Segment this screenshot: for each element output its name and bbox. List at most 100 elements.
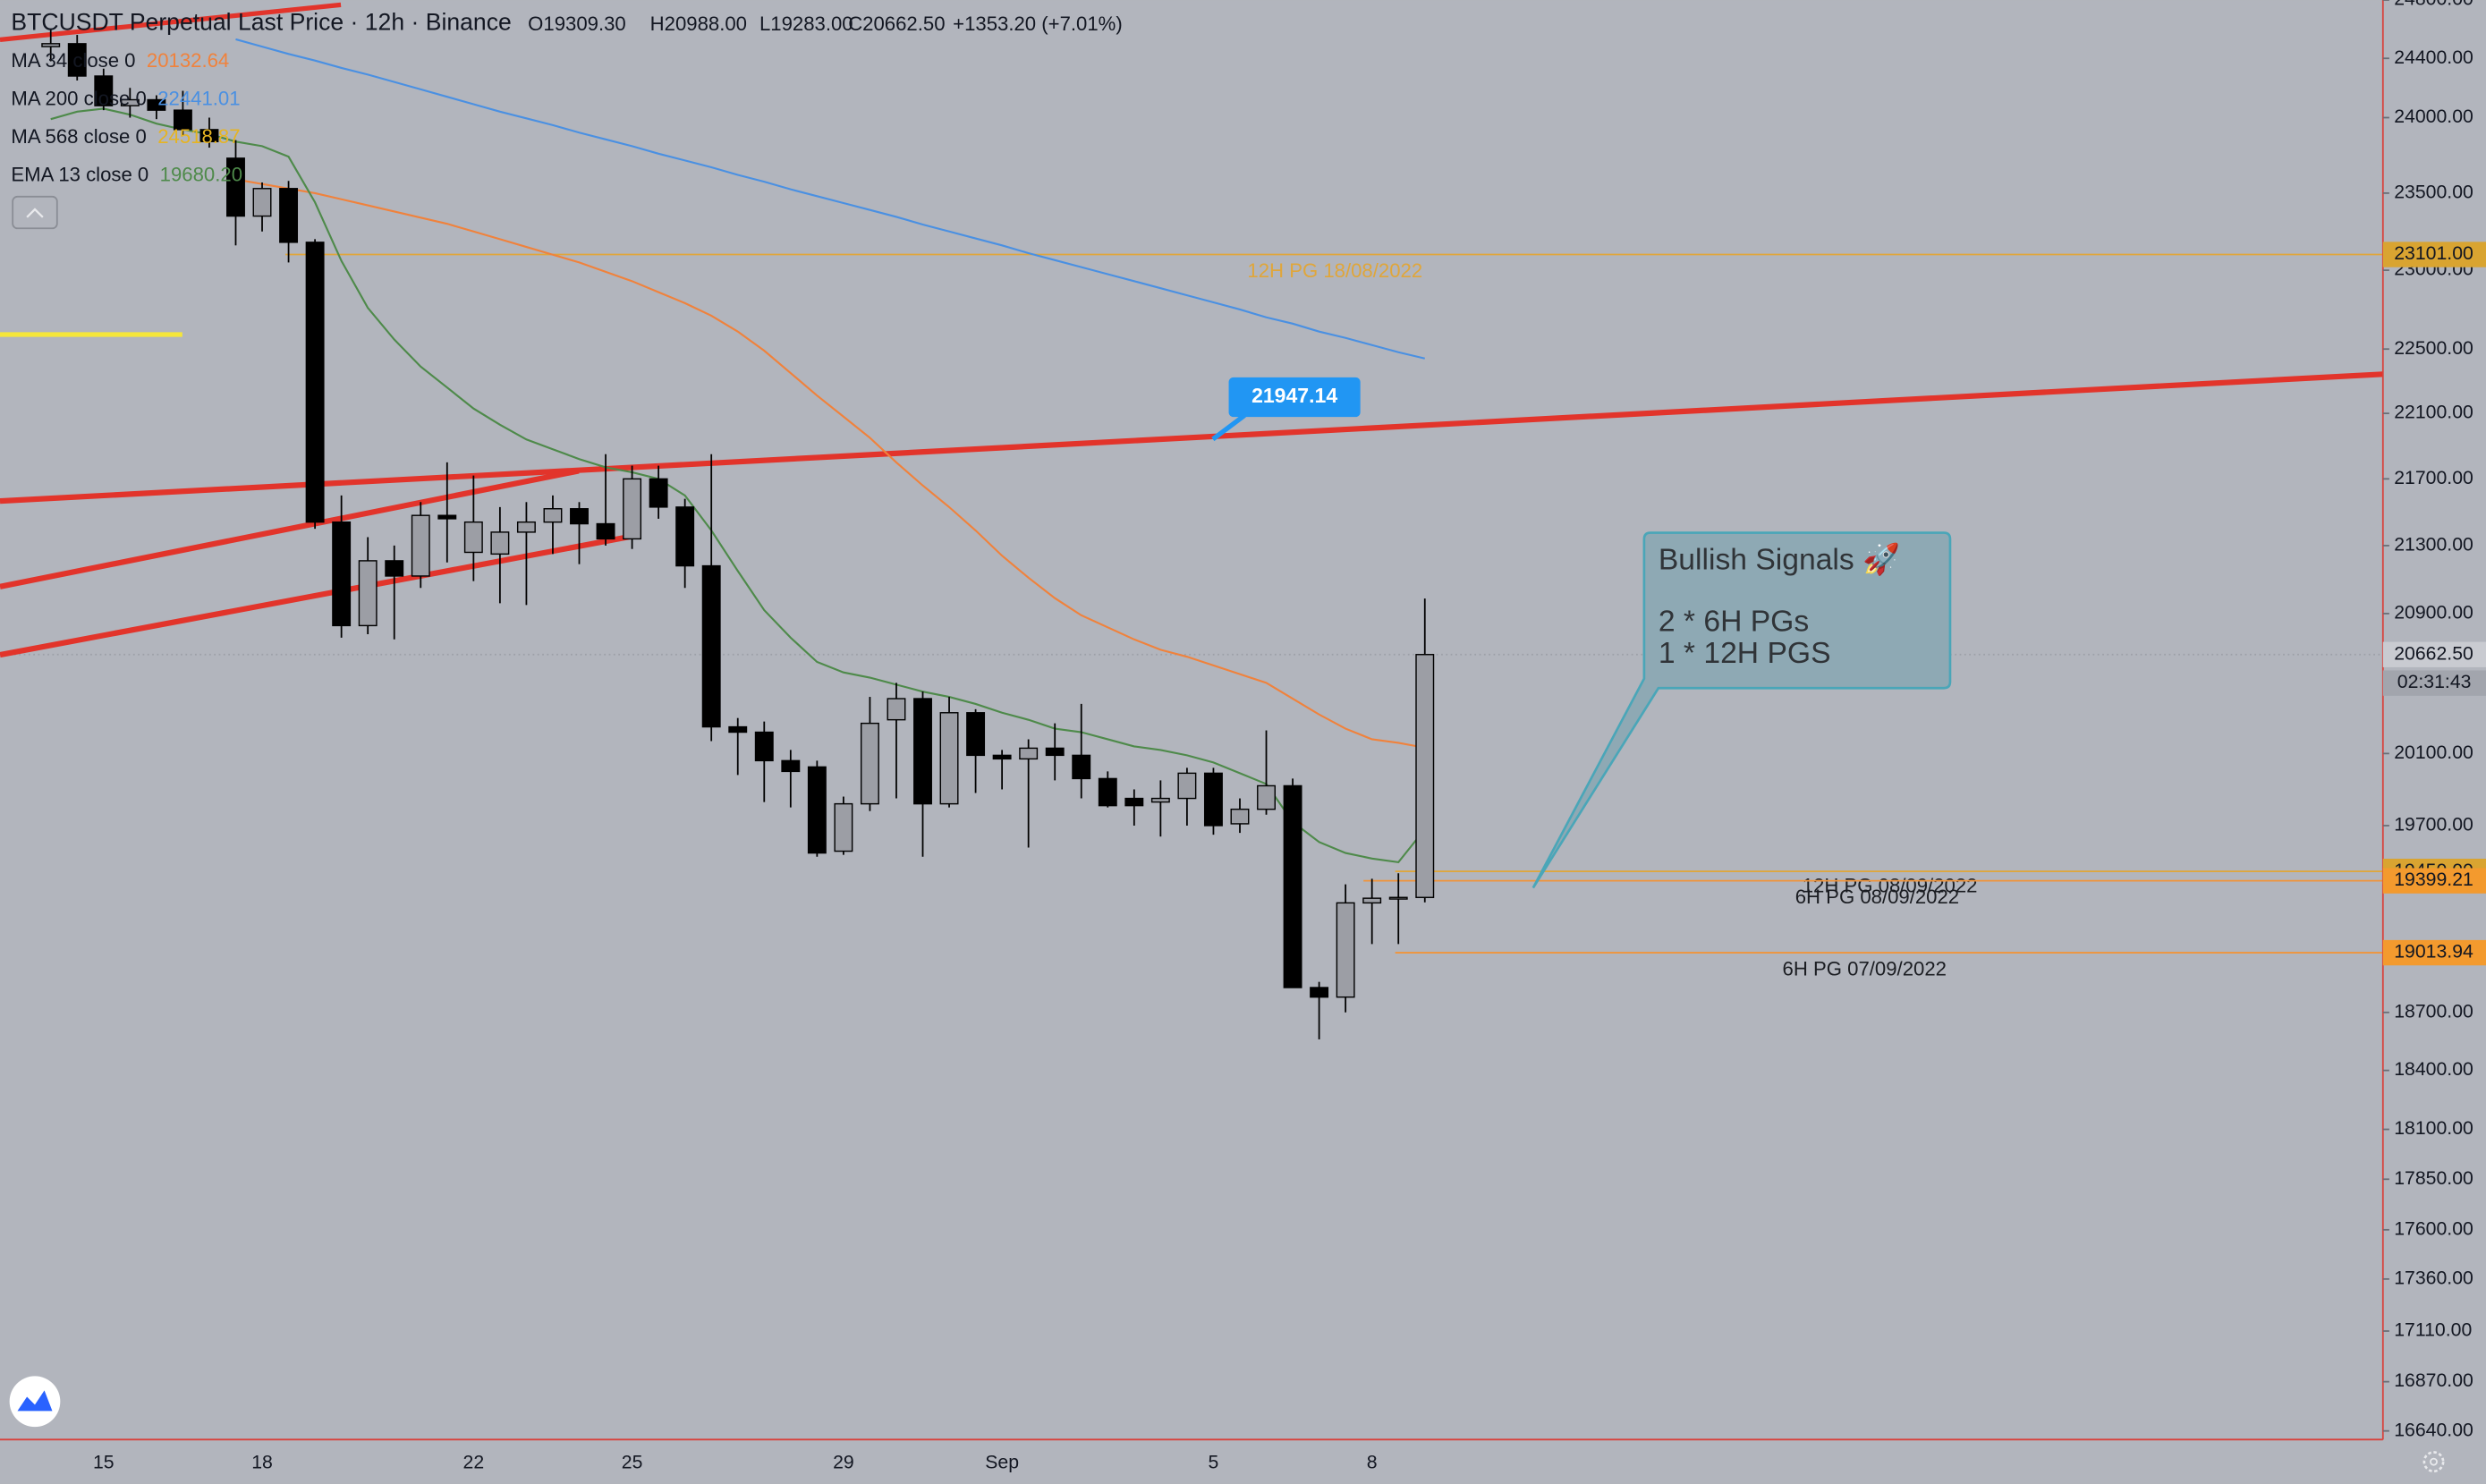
- candle-body: [1415, 654, 1435, 898]
- price-axis: 24800.0024400.0024000.0023500.0023000.00…: [2382, 0, 2473, 1440]
- ohlc-open: O19309.30: [528, 13, 626, 35]
- y-tick-label: 18700.00: [2394, 1000, 2473, 1022]
- candle-body: [1230, 808, 1250, 825]
- candle-body: [543, 508, 563, 523]
- collapse-icon[interactable]: [26, 208, 44, 218]
- level-price-label: 23101.00: [2394, 242, 2473, 264]
- indicator-line: [235, 178, 1425, 749]
- candle-body: [1257, 784, 1276, 810]
- y-tick-label: 17110.00: [2394, 1319, 2472, 1341]
- candle-body: [226, 157, 245, 217]
- candle-body: [305, 242, 325, 523]
- y-tick-label: 24000.00: [2394, 106, 2473, 127]
- candle-body: [67, 43, 87, 77]
- price-tags: 23101.0019450.0019399.2119013.9420662.50…: [2382, 242, 2486, 966]
- settings-button[interactable]: [2422, 1451, 2445, 1473]
- collapse-button[interactable]: [12, 195, 58, 230]
- candle-body: [1019, 747, 1039, 760]
- ohlc-close: C20662.50: [848, 13, 945, 35]
- candle-body: [675, 506, 695, 567]
- candle-body: [754, 731, 774, 762]
- y-tick-label: 23500.00: [2394, 182, 2473, 203]
- y-tick-label: 20900.00: [2394, 602, 2473, 623]
- x-tick-label: 25: [622, 1452, 643, 1473]
- x-tick-label: 5: [1209, 1452, 1219, 1473]
- candle-body: [807, 766, 827, 854]
- candle-body: [279, 188, 299, 243]
- x-tick-label: 15: [93, 1452, 115, 1473]
- level-price-label: 19013.94: [2394, 941, 2473, 962]
- legend-name: MA 568 close 0: [11, 125, 146, 148]
- candle-body: [385, 560, 404, 577]
- logo-circle[interactable]: [9, 1376, 61, 1428]
- candle-body: [437, 514, 457, 520]
- y-tick-label: 24800.00: [2394, 0, 2473, 10]
- y-tick-label: 22100.00: [2394, 402, 2473, 423]
- level-price-label: 19399.21: [2394, 869, 2473, 890]
- candle-body: [252, 188, 272, 217]
- trendline: [0, 468, 580, 589]
- candle-body: [199, 129, 219, 143]
- candle-body: [463, 521, 483, 554]
- legend-name: EMA 13 close 0: [11, 164, 148, 186]
- y-tick-label: 18100.00: [2394, 1117, 2473, 1139]
- legend-name: MA 34 close 0: [11, 49, 135, 72]
- candle-body: [834, 802, 853, 852]
- candle-body: [860, 722, 879, 805]
- level-price-tag: [2382, 242, 2486, 267]
- annotation-title: Bullish Signals 🚀: [1659, 541, 1900, 576]
- candle-body: [516, 521, 536, 533]
- candle-body: [490, 531, 510, 555]
- candle-body: [1310, 987, 1329, 998]
- candle-body: [623, 478, 642, 540]
- candle-body: [1203, 772, 1223, 827]
- callout-text: 21947.14: [1251, 384, 1337, 407]
- ohlc-low: L19283.00: [759, 13, 853, 35]
- last-price-label: 20662.50: [2394, 642, 2473, 664]
- candle-body: [939, 712, 959, 805]
- y-tick-label: 24400.00: [2394, 47, 2473, 68]
- candle-body: [649, 478, 668, 508]
- candle-body: [1336, 902, 1355, 998]
- y-tick-label: 17850.00: [2394, 1167, 2473, 1189]
- candle-body: [1177, 772, 1197, 800]
- drawings: [0, 2, 2383, 658]
- trendline: [0, 371, 2383, 505]
- settings-gear[interactable]: [2422, 1451, 2445, 1473]
- candle-body: [1283, 784, 1302, 988]
- x-tick-label: 8: [1367, 1452, 1378, 1473]
- candle-body: [596, 522, 615, 540]
- y-tick-label: 18400.00: [2394, 1058, 2473, 1080]
- candle-body: [94, 75, 114, 106]
- time-axis: 15 18 22 25 29 Sep 5 8: [93, 1452, 1378, 1473]
- y-tick-label: 21300.00: [2394, 534, 2473, 555]
- candle-body: [173, 109, 192, 131]
- collapse-button-frame[interactable]: [12, 195, 58, 230]
- symbol-title: BTCUSDT Perpetual Last Price · 12h · Bin…: [11, 9, 511, 36]
- callout-pointer: [1211, 413, 1246, 442]
- logo-mark[interactable]: [17, 1390, 53, 1412]
- candle-body: [1124, 797, 1144, 807]
- legend-value: 22441.01: [157, 88, 240, 110]
- level-price-tag: [2382, 868, 2486, 894]
- annotation-line: 1 * 12H PGS: [1659, 637, 1831, 670]
- candle-body: [120, 98, 140, 106]
- settings-gear-center[interactable]: [2430, 1457, 2438, 1466]
- ohlc-high: H20988.00: [650, 13, 747, 35]
- annotation-line: 2 * 6H PGs: [1659, 605, 1809, 638]
- last-price-tag: [2382, 641, 2486, 667]
- candle-body: [41, 43, 61, 47]
- y-tick-label: 21700.00: [2394, 467, 2473, 488]
- indicator-line: [50, 107, 1426, 864]
- level-label: 6H PG 07/09/2022: [1783, 957, 1947, 979]
- y-tick-label: 19700.00: [2394, 814, 2473, 835]
- indicator-layer: [50, 38, 1426, 864]
- candle-body: [332, 521, 352, 627]
- logo[interactable]: [9, 1376, 61, 1428]
- countdown-label: 02:31:43: [2397, 671, 2472, 692]
- x-tick-label: 22: [463, 1452, 485, 1473]
- legend-value: 20132.64: [147, 49, 229, 72]
